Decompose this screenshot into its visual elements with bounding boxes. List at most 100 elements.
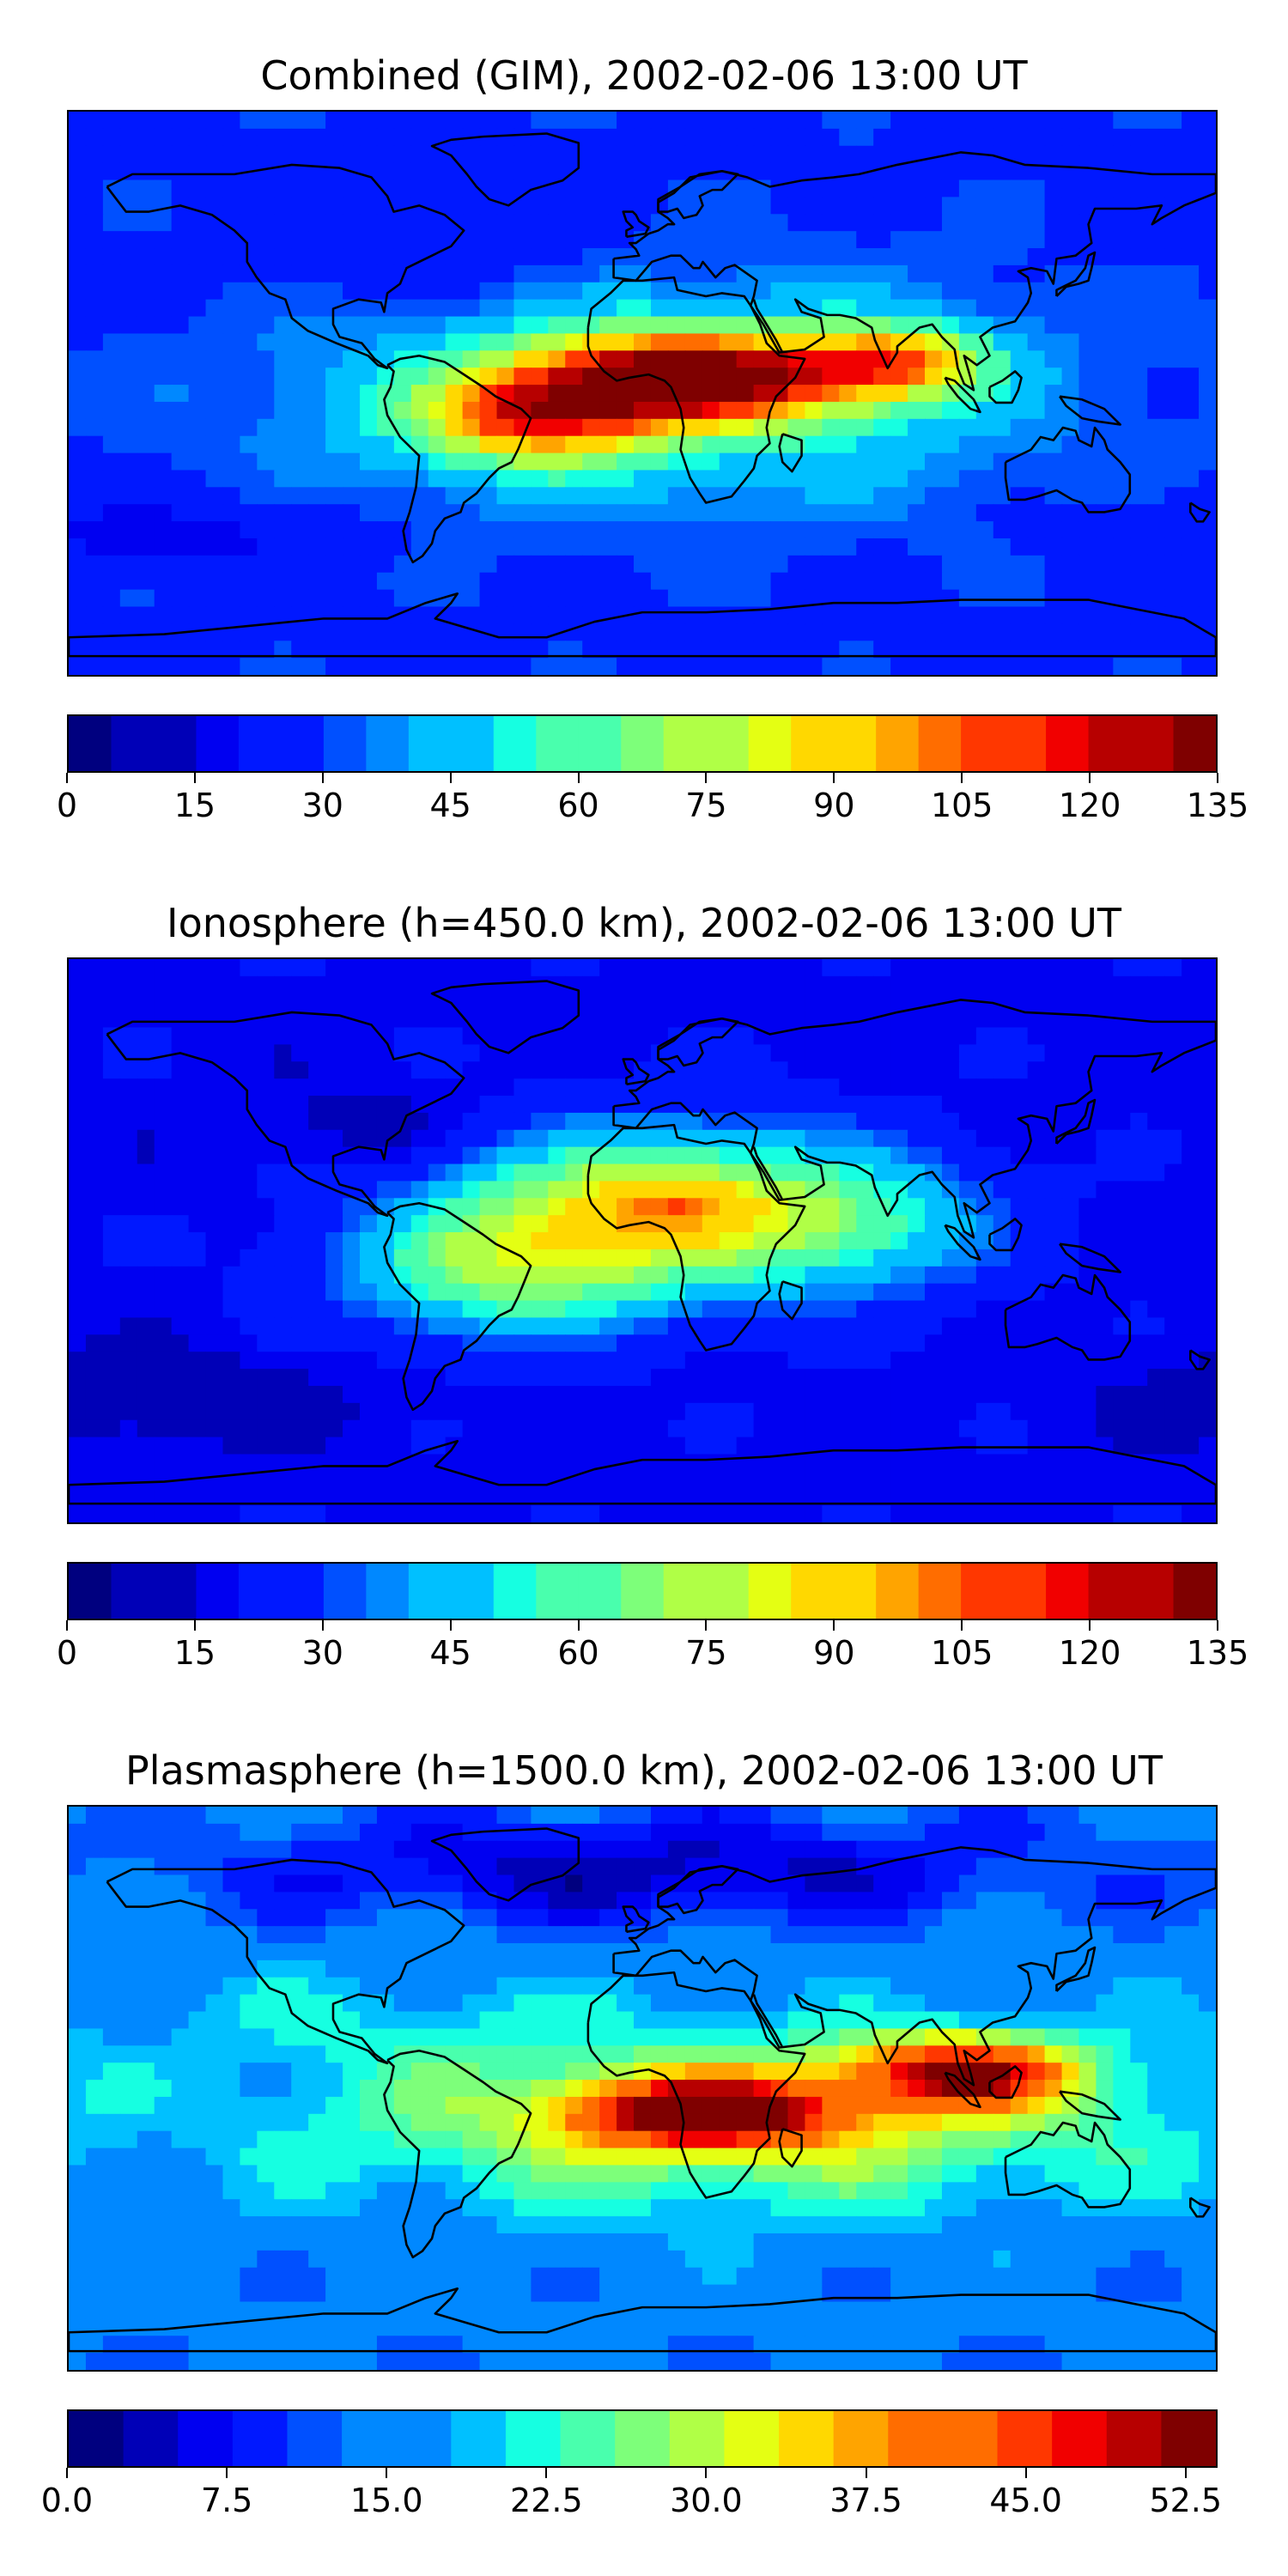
field-cell bbox=[822, 572, 840, 591]
field-cell bbox=[257, 1807, 275, 1825]
field-cell bbox=[1044, 641, 1063, 659]
field-cell bbox=[667, 1181, 686, 1199]
field-cell bbox=[582, 1402, 600, 1421]
field-cell bbox=[634, 1334, 652, 1352]
field-cell bbox=[496, 1283, 515, 1302]
field-cell bbox=[1027, 1437, 1046, 1455]
field-cell bbox=[1027, 1129, 1046, 1148]
field-cell bbox=[274, 248, 292, 266]
field-cell bbox=[171, 487, 190, 505]
field-cell bbox=[462, 112, 481, 130]
field-cell bbox=[137, 197, 155, 215]
field-cell bbox=[1010, 975, 1029, 994]
field-cell bbox=[958, 658, 977, 675]
field-cell bbox=[308, 1505, 326, 1522]
field-cell bbox=[240, 1232, 258, 1250]
field-cell bbox=[410, 1505, 429, 1522]
field-cell bbox=[599, 1249, 617, 1267]
field-cell bbox=[839, 1454, 857, 1472]
field-cell bbox=[1182, 470, 1200, 488]
field-cell bbox=[702, 1129, 720, 1148]
field-cell bbox=[343, 1096, 361, 1114]
field-cell bbox=[343, 1061, 361, 1079]
field-cell bbox=[856, 589, 874, 608]
field-cell bbox=[617, 1823, 635, 1842]
field-cell bbox=[222, 1874, 241, 1893]
field-cell bbox=[702, 1232, 720, 1250]
field-cell bbox=[1096, 538, 1114, 556]
field-cell bbox=[975, 1807, 994, 1825]
field-cell bbox=[445, 1471, 464, 1489]
field-cell bbox=[975, 214, 994, 232]
field-cell bbox=[343, 521, 361, 539]
field-cell bbox=[171, 1437, 190, 1455]
field-cell bbox=[496, 1061, 515, 1079]
field-cell bbox=[1010, 658, 1029, 675]
field-cell bbox=[650, 231, 669, 249]
field-cell bbox=[462, 1402, 481, 1421]
field-cell bbox=[565, 1402, 583, 1421]
field-cell bbox=[548, 299, 566, 318]
field-cell bbox=[102, 418, 121, 437]
field-cell bbox=[684, 1840, 703, 1859]
field-cell bbox=[1182, 1181, 1200, 1199]
field-cell bbox=[376, 1437, 395, 1455]
field-cell bbox=[222, 1454, 241, 1472]
field-cell bbox=[1199, 1352, 1216, 1370]
field-cell bbox=[582, 1096, 600, 1114]
field-cell bbox=[1147, 1419, 1165, 1438]
field-cell bbox=[1147, 1078, 1165, 1097]
field-cell bbox=[873, 1163, 891, 1182]
field-cell bbox=[890, 1471, 908, 1489]
field-cell bbox=[770, 248, 789, 266]
field-cell bbox=[805, 264, 823, 283]
field-cell bbox=[890, 1129, 908, 1148]
field-cell bbox=[702, 555, 720, 574]
field-cell bbox=[462, 333, 481, 351]
field-cell bbox=[308, 316, 326, 335]
field-cell bbox=[839, 1300, 857, 1319]
field-cell bbox=[1044, 1096, 1063, 1114]
field-cell bbox=[325, 214, 343, 232]
field-cell bbox=[941, 470, 960, 488]
field-cell bbox=[1044, 282, 1063, 301]
field-cell bbox=[787, 1317, 806, 1335]
field-cell bbox=[599, 555, 617, 574]
field-cell bbox=[205, 623, 224, 641]
field-cell bbox=[582, 1419, 600, 1438]
field-cell bbox=[1113, 1129, 1131, 1148]
field-cell bbox=[393, 1505, 412, 1522]
field-cell bbox=[137, 993, 155, 1012]
field-cell bbox=[702, 1300, 720, 1319]
field-cell bbox=[1164, 231, 1182, 249]
field-cell bbox=[617, 1352, 635, 1370]
field-cell bbox=[1199, 555, 1216, 574]
field-cell bbox=[85, 975, 104, 994]
field-cell bbox=[1044, 368, 1063, 386]
field-cell bbox=[719, 1454, 738, 1472]
field-cell bbox=[240, 231, 258, 249]
field-cell bbox=[650, 589, 669, 608]
field-cell bbox=[119, 1317, 138, 1335]
field-cell bbox=[582, 1163, 600, 1182]
field-cell bbox=[205, 1471, 224, 1489]
field-cell bbox=[975, 1874, 994, 1893]
field-cell bbox=[856, 1840, 874, 1859]
field-cell bbox=[359, 179, 378, 197]
field-cell bbox=[85, 316, 104, 335]
field-cell bbox=[565, 231, 583, 249]
field-cell bbox=[445, 1385, 464, 1404]
coastline-japan bbox=[1055, 1098, 1097, 1145]
field-cell bbox=[582, 504, 600, 522]
field-cell bbox=[839, 1181, 857, 1199]
field-cell bbox=[428, 555, 447, 574]
field-cell bbox=[736, 1061, 755, 1079]
field-cell bbox=[496, 1402, 515, 1421]
field-cell bbox=[1147, 538, 1165, 556]
field-cell bbox=[445, 975, 464, 994]
field-cell bbox=[1113, 658, 1131, 675]
field-cell bbox=[736, 1266, 755, 1285]
field-cell bbox=[479, 959, 498, 977]
field-cell bbox=[85, 112, 104, 130]
field-cell bbox=[531, 1437, 549, 1455]
